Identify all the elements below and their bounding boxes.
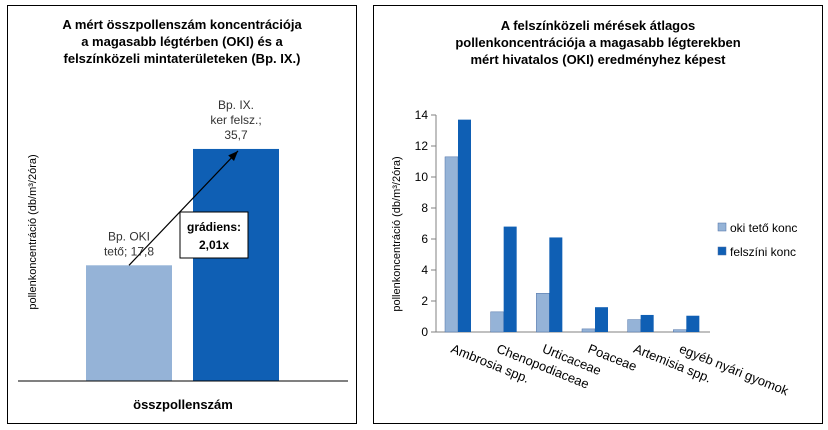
right-y-tick-label: 10: [415, 170, 429, 184]
legend-label-1: oki tető konc: [730, 221, 797, 235]
right-chart-panel: A felszínközeli mérések átlagos pollenko…: [373, 5, 823, 424]
right-bar-felszini-1: [458, 119, 471, 333]
left-x-axis-label: összpollenszám: [133, 397, 233, 412]
left-chart-title: A mért összpollenszám koncentrációja a m…: [62, 17, 302, 66]
right-bar-oki-1: [444, 156, 459, 333]
gradient-annotation-box: [179, 211, 249, 259]
right-y-tick-label: 4: [421, 263, 428, 277]
legend-swatch-1: [717, 222, 727, 232]
right-bar-felszini-3: [549, 237, 563, 332]
left-bar-2: [193, 148, 279, 381]
left-bar-1: [86, 265, 172, 381]
right-bar-oki-4: [581, 328, 596, 333]
gradient-arrow-line: [128, 150, 239, 266]
right-bar-felszini-2: [503, 226, 517, 332]
right-y-tick-label: 0: [421, 325, 428, 339]
gradient-annotation-value: 2,01x: [199, 238, 229, 252]
right-y-tick-label: 6: [421, 232, 428, 246]
left-bar-2-data-label: Bp. IX.: [218, 98, 254, 112]
legend-swatch-2: [717, 246, 727, 256]
left-chart-svg: pollenkoncentráció (db/m³/2óra) Bp. OKIt…: [18, 98, 348, 412]
left-bar-1-data-label: Bp. OKI: [108, 229, 150, 243]
right-bar-felszini-4: [595, 307, 608, 332]
right-chart-title: A felszínközeli mérések átlagos pollenko…: [455, 18, 741, 67]
right-bar-felszini-5: [640, 314, 654, 332]
right-y-axis-label: pollenkoncentráció (db/m³/2óra): [391, 156, 403, 311]
right-bar-oki-5: [627, 319, 641, 333]
left-bar-2-data-label: 35,7: [224, 128, 248, 142]
right-bar-felszini-6: [686, 315, 700, 332]
left-chart-panel: A mért összpollenszám koncentrációja a m…: [7, 5, 357, 424]
right-bar-oki-2: [490, 311, 504, 333]
left-y-axis-label: pollenkoncentráció (db/m³/2óra): [27, 154, 39, 309]
left-bar-2-data-label: ker felsz.;: [210, 113, 261, 127]
right-chart-svg: pollenkoncentráció (db/m³/2óra) 0 2 4 6 8 10 1…: [391, 108, 797, 399]
legend-label-2: felszíni konc: [730, 245, 796, 259]
gradient-annotation-label: grádiens:: [187, 220, 241, 234]
right-bar-oki-6: [673, 329, 687, 333]
right-y-tick-label: 12: [415, 139, 429, 153]
right-y-tick-label: 14: [415, 108, 429, 122]
right-y-tick-label: 2: [421, 294, 428, 308]
right-bar-oki-3: [536, 293, 550, 333]
right-y-tick-label: 8: [421, 201, 428, 215]
left-bar-1-data-label: tető; 17,8: [104, 244, 154, 258]
gradient-arrow-head: [228, 150, 238, 161]
